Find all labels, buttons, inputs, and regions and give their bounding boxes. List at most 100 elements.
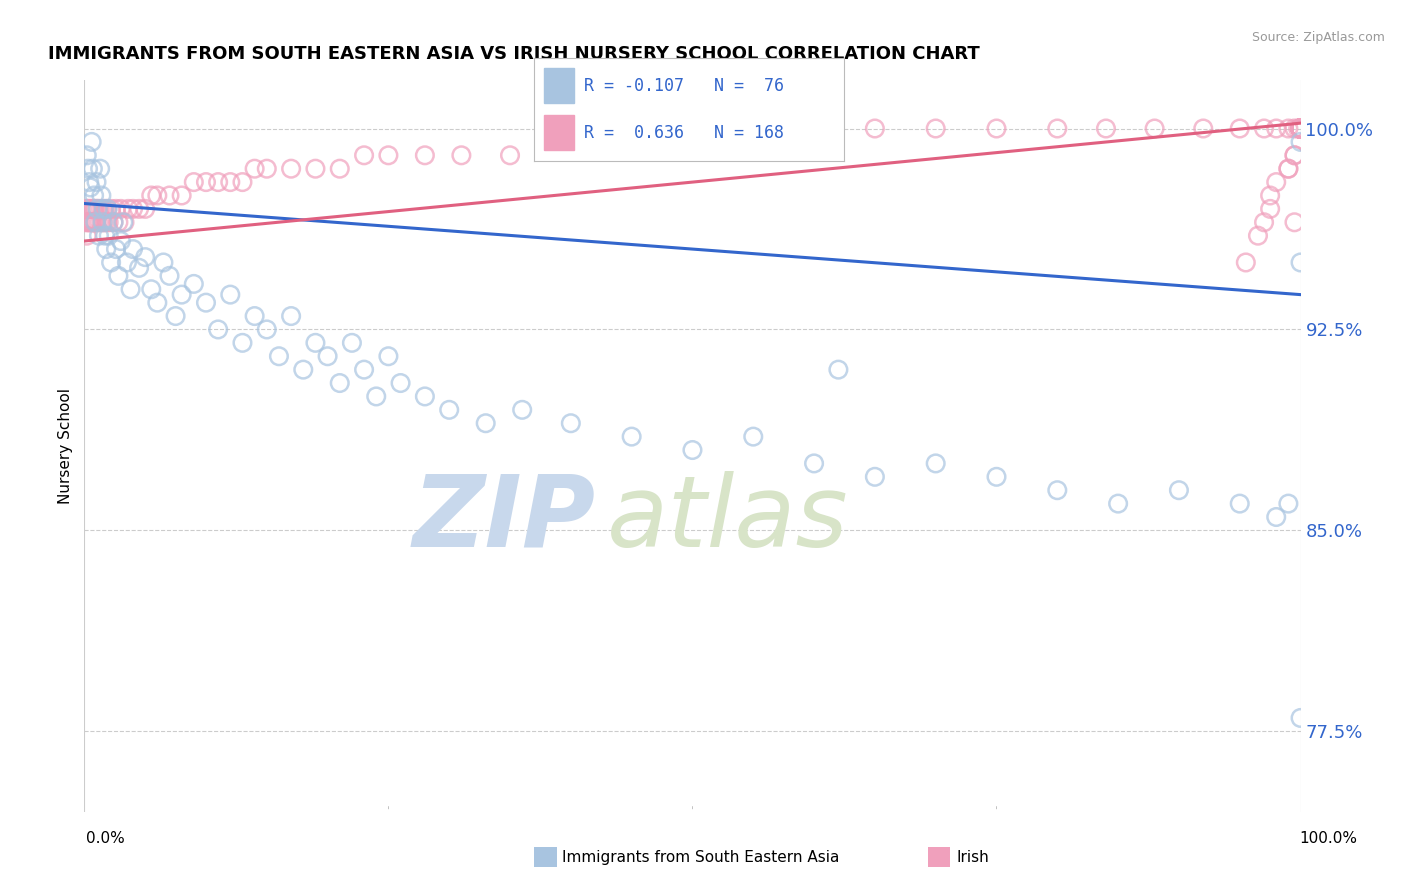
Point bbox=[159, 188, 181, 202]
Y-axis label: Nursery School: Nursery School bbox=[58, 388, 73, 504]
Point bbox=[112, 215, 135, 229]
Point bbox=[1289, 121, 1312, 136]
Point bbox=[827, 362, 849, 376]
Point bbox=[96, 215, 118, 229]
Point bbox=[87, 228, 110, 243]
Point bbox=[413, 389, 436, 403]
Point bbox=[1289, 121, 1312, 136]
Point bbox=[1046, 121, 1069, 136]
Point bbox=[194, 295, 218, 310]
Point bbox=[79, 180, 101, 194]
Point bbox=[76, 228, 98, 243]
Point bbox=[77, 202, 100, 216]
Point bbox=[547, 135, 569, 149]
Point bbox=[76, 148, 98, 162]
Point bbox=[170, 287, 193, 301]
Point bbox=[91, 215, 114, 229]
Point bbox=[97, 228, 120, 243]
Point bbox=[80, 135, 103, 149]
Point bbox=[1192, 121, 1215, 136]
Point bbox=[1289, 121, 1312, 136]
Point bbox=[128, 202, 150, 216]
Point bbox=[1229, 121, 1251, 136]
Point bbox=[510, 402, 533, 417]
Point bbox=[560, 416, 582, 430]
Point bbox=[1289, 121, 1312, 136]
Point bbox=[1289, 121, 1312, 136]
Point bbox=[93, 202, 115, 216]
Point bbox=[1289, 121, 1312, 136]
Point bbox=[77, 175, 100, 189]
Point bbox=[84, 202, 107, 216]
Point bbox=[1284, 121, 1306, 136]
Point bbox=[267, 349, 290, 363]
Bar bbox=[544, 69, 575, 103]
Point bbox=[1289, 121, 1312, 136]
Point bbox=[1289, 121, 1312, 136]
Point bbox=[1289, 121, 1312, 136]
Text: R =  0.636   N = 168: R = 0.636 N = 168 bbox=[583, 124, 783, 142]
Point bbox=[93, 215, 115, 229]
Point bbox=[730, 121, 752, 136]
Point bbox=[97, 215, 120, 229]
Point bbox=[1265, 175, 1288, 189]
Point bbox=[1289, 121, 1312, 136]
Point bbox=[1143, 121, 1166, 136]
Point bbox=[1289, 135, 1312, 149]
Text: Immigrants from South Eastern Asia: Immigrants from South Eastern Asia bbox=[562, 850, 839, 864]
Point bbox=[1265, 510, 1288, 524]
Point bbox=[76, 202, 98, 216]
Point bbox=[122, 242, 145, 256]
Point bbox=[82, 215, 104, 229]
Point bbox=[1095, 121, 1118, 136]
Point bbox=[1046, 483, 1069, 498]
Point bbox=[1289, 121, 1312, 136]
Point bbox=[96, 242, 118, 256]
Point bbox=[96, 202, 118, 216]
Point bbox=[1289, 121, 1312, 136]
Point bbox=[1284, 148, 1306, 162]
Point bbox=[1289, 121, 1312, 136]
Point bbox=[1289, 121, 1312, 136]
Point bbox=[1289, 121, 1312, 136]
Point bbox=[1284, 215, 1306, 229]
Point bbox=[134, 250, 156, 264]
Point bbox=[90, 215, 112, 229]
Point bbox=[1289, 121, 1312, 136]
Point bbox=[146, 295, 169, 310]
Point bbox=[141, 282, 163, 296]
Text: IMMIGRANTS FROM SOUTH EASTERN ASIA VS IRISH NURSERY SCHOOL CORRELATION CHART: IMMIGRANTS FROM SOUTH EASTERN ASIA VS IR… bbox=[48, 45, 980, 63]
Point bbox=[1289, 121, 1312, 136]
Text: 100.0%: 100.0% bbox=[1299, 831, 1358, 846]
Point bbox=[1289, 711, 1312, 725]
Point bbox=[194, 175, 218, 189]
Point bbox=[1289, 121, 1312, 136]
Point bbox=[1247, 228, 1270, 243]
Point bbox=[100, 255, 122, 269]
Point bbox=[80, 202, 103, 216]
Point bbox=[413, 148, 436, 162]
Point bbox=[1289, 121, 1312, 136]
Point bbox=[107, 268, 129, 283]
Point bbox=[141, 188, 163, 202]
Point bbox=[863, 470, 886, 484]
Point bbox=[79, 215, 101, 229]
Point bbox=[104, 202, 127, 216]
Point bbox=[1284, 148, 1306, 162]
Point bbox=[609, 135, 631, 149]
Point bbox=[1167, 483, 1189, 498]
Point bbox=[1289, 121, 1312, 136]
Point bbox=[803, 121, 825, 136]
Point bbox=[103, 215, 125, 229]
Point bbox=[77, 161, 100, 176]
Point bbox=[1289, 121, 1312, 136]
Point bbox=[340, 335, 363, 350]
Point bbox=[1234, 255, 1257, 269]
Point bbox=[82, 161, 104, 176]
Point bbox=[1289, 121, 1312, 136]
Point bbox=[207, 175, 229, 189]
Point bbox=[103, 215, 125, 229]
Point bbox=[450, 148, 472, 162]
Point bbox=[474, 416, 496, 430]
Point bbox=[803, 457, 825, 471]
